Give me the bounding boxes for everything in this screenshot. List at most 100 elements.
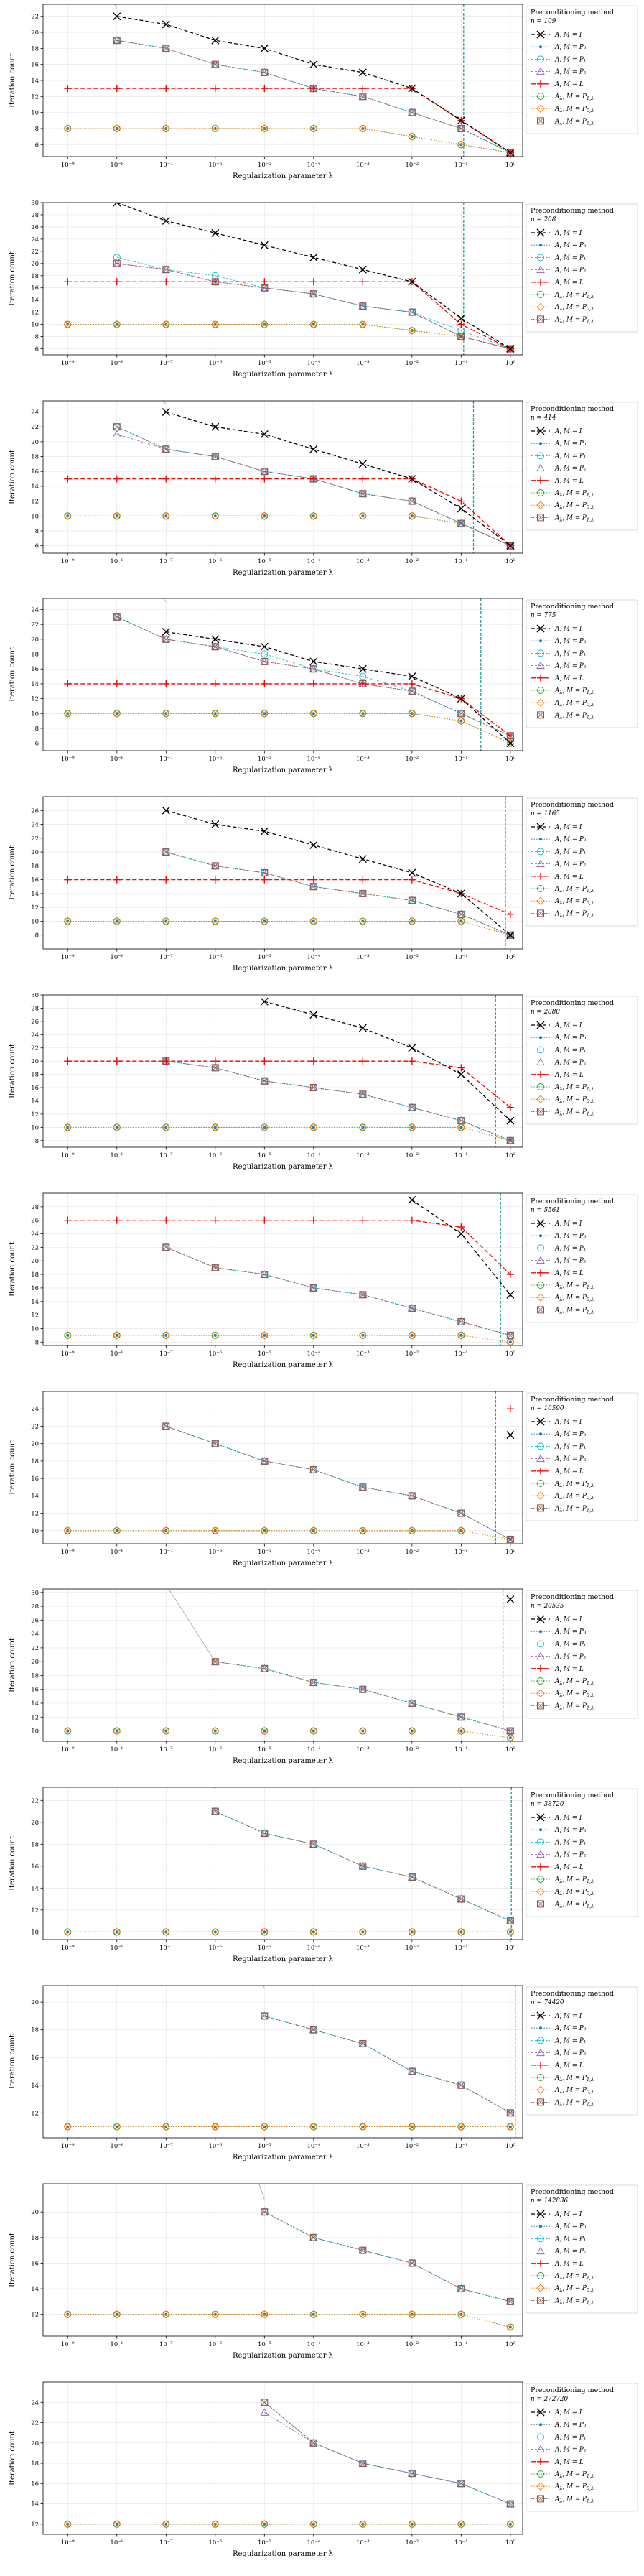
legend-label: A, M = L — [554, 1468, 584, 1475]
legend-title: Preconditioning method — [531, 1396, 614, 1404]
legend-marker — [536, 1442, 544, 1450]
data-point — [359, 489, 367, 497]
legend-label: A, M = P₂ — [554, 663, 586, 670]
series-line — [116, 256, 511, 349]
data-point — [162, 806, 170, 815]
legend-label: Aλ, M = P1,λ — [554, 1876, 594, 1884]
data-point — [162, 216, 170, 225]
legend-label: Aλ, M = P1,λ — [554, 1108, 594, 1116]
y-tick-label: 24 — [31, 822, 39, 829]
data-point — [361, 1333, 365, 1337]
data-point — [213, 2125, 217, 2128]
data-point — [309, 1330, 318, 1340]
data-point — [261, 1270, 269, 1278]
data-point — [260, 241, 269, 249]
data-point — [459, 720, 463, 723]
data-point — [457, 314, 465, 323]
data-point — [361, 2522, 365, 2526]
data-point — [359, 2246, 367, 2254]
legend-marker — [536, 1504, 544, 1511]
data-point — [457, 1223, 465, 1231]
plot-frame — [42, 598, 523, 751]
plot-frame — [42, 1391, 523, 1544]
legend-item: A, M = P₂ — [531, 463, 586, 472]
legend-title: Preconditioning method — [531, 207, 614, 215]
legend-label: Aλ, M = P0,λ — [554, 898, 594, 906]
data-point — [408, 709, 416, 718]
x-tick-label: 10⁻⁵ — [258, 756, 271, 763]
data-point — [112, 613, 121, 621]
data-point — [459, 1529, 463, 1532]
x-tick-label: 10⁻⁸ — [110, 360, 123, 367]
y-tick-label: 14 — [31, 1886, 39, 1893]
series-8 — [211, 1807, 514, 1925]
data-point — [309, 657, 318, 666]
data-point — [457, 1317, 465, 1325]
data-point — [408, 308, 416, 316]
legend-marker — [536, 1838, 544, 1846]
legend-item: A, M = P₂ — [531, 2445, 586, 2453]
legend-marker — [536, 2210, 545, 2218]
y-tick-label: 8 — [35, 1138, 39, 1145]
legend-label: A, M = P₂ — [554, 2050, 586, 2057]
x-tick-label: 10⁻⁵ — [258, 360, 271, 367]
legend-n-label: n = 1165 — [531, 810, 560, 817]
data-point — [358, 1123, 368, 1132]
data-point — [113, 1216, 121, 1224]
legend-item: A, M = P₁ — [531, 2432, 586, 2441]
data-point — [162, 407, 170, 416]
legend-label: A, M = P₁ — [554, 2434, 586, 2441]
legend-item: A, M = P₀ — [531, 639, 587, 646]
data-point — [261, 2012, 269, 2020]
data-point — [260, 320, 269, 329]
data-point — [260, 997, 269, 1006]
legend-item: A, M = L — [531, 872, 584, 881]
plot-frame — [42, 1787, 523, 1940]
plot-frame — [42, 202, 523, 356]
y-tick-label: 18 — [31, 1072, 39, 1079]
legend-marker — [536, 2470, 544, 2478]
y-tick-label: 12 — [31, 1715, 39, 1722]
data-point — [408, 2259, 416, 2267]
x-tick-label: 10⁰ — [505, 1350, 516, 1358]
x-tick-label: 10⁻² — [406, 1152, 419, 1159]
chart-panel-6: 10⁻⁹ 10⁻⁸ 10⁻⁷ 10⁻⁶ 10⁻⁵ 10⁻⁴ 10⁻³ 10⁻² 10⁻¹ 10⁰ 8… — [9, 992, 638, 1171]
data-point — [408, 896, 416, 904]
legend-label: A, M = P₀ — [554, 1233, 587, 1240]
series-line — [67, 1126, 510, 1141]
data-point — [506, 1927, 515, 1937]
legend-marker — [536, 476, 544, 484]
plot-frame — [42, 796, 523, 950]
legend-label: A, M = I — [554, 1419, 582, 1426]
series-line — [67, 1126, 510, 1141]
data-point — [261, 85, 269, 93]
y-tick-label: 14 — [31, 1299, 39, 1306]
legend-item: Aλ, M = P0,λ — [531, 1491, 594, 1501]
data-point — [260, 511, 269, 520]
series-line — [67, 515, 511, 546]
data-point — [211, 1526, 220, 1535]
data-point — [457, 1117, 465, 1125]
data-point — [63, 124, 72, 133]
legend-label: A, M = L — [554, 2458, 584, 2465]
data-point — [211, 635, 220, 644]
legend-item: A, M = P₂ — [531, 67, 586, 76]
x-tick-label: 10⁻⁸ — [110, 558, 123, 565]
x-tick-label: 10⁻² — [406, 162, 419, 169]
data-point — [213, 1729, 217, 1733]
y-tick-label: 16 — [31, 1285, 39, 1292]
y-tick-label: 30 — [31, 1590, 39, 1597]
data-point — [210, 861, 220, 870]
x-tick-label: 10⁻⁹ — [61, 1945, 75, 1952]
data-point — [457, 695, 465, 703]
y-tick-label: 24 — [31, 607, 39, 614]
x-tick-label: 10⁻³ — [356, 954, 370, 961]
data-point — [211, 228, 220, 237]
legend-marker — [536, 1689, 545, 1698]
data-point — [359, 278, 367, 286]
data-point — [359, 93, 367, 101]
data-point — [115, 919, 118, 923]
x-tick-label: 10⁻⁵ — [258, 2341, 271, 2348]
data-point — [309, 665, 317, 673]
